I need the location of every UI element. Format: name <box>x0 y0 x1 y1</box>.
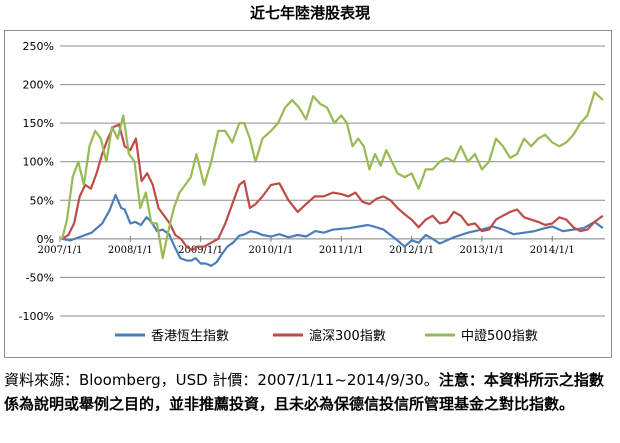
y-axis: 250% 200% 150% 100% 50% 0% -50% -100% <box>19 40 54 323</box>
x-tick-label: 2008/1/1 <box>108 245 153 256</box>
x-tick-label: 2014/1/1 <box>530 245 575 256</box>
x-tick-label: 2010/1/1 <box>249 245 294 256</box>
footnote-source: 資料來源：Bloomberg，USD 計價：2007/1/11~2014/9/3… <box>4 371 439 389</box>
y-tick-label: 100% <box>23 156 54 169</box>
gridlines <box>60 45 605 317</box>
footnote-disclaimer: 注意：本資料所示之指數係為說明或舉例之目的，並非推薦投資，且未必為保德信投信所管… <box>4 371 604 413</box>
x-tick-label: 2007/1/1 <box>38 245 83 256</box>
series-line-1 <box>61 123 604 252</box>
x-axis: 2007/1/1 2008/1/1 2009/1/1 2010/1/1 2011/1/1… <box>38 235 575 256</box>
chart-frame: 250% 200% 150% 100% 50% 0% -50% -100% 2007/1/1 2… <box>4 30 612 358</box>
legend-label-0: 香港恆生指數 <box>151 329 229 344</box>
chart-title: 近七年陸港股表現 <box>249 4 370 22</box>
y-tick-label: 0% <box>37 233 54 246</box>
y-tick-label: -100% <box>19 310 54 323</box>
line-chart: 250%200%150%100%50%0%-50%-100% 2007/1/1 2… <box>19 40 605 344</box>
series-line-2 <box>61 91 604 260</box>
x-tick-label: 2012/1/1 <box>389 245 434 256</box>
y-tick-label: 150% <box>23 117 54 130</box>
y-tick-label: 50% <box>30 194 54 207</box>
footnote: 資料來源：Bloomberg，USD 計價：2007/1/11~2014/9/3… <box>4 368 616 416</box>
y-tick-label: -50% <box>26 271 54 284</box>
legend: 香港恆生指數 滬深300指數 中證500指數 <box>115 328 538 344</box>
legend-label-2: 中證500指數 <box>461 328 538 344</box>
y-tick-label: 200% <box>23 79 54 92</box>
x-tick-label: 2011/1/1 <box>319 245 364 256</box>
x-tick-label: 2009/1/1 <box>178 245 223 256</box>
x-tick-label: 2013/1/1 <box>459 245 504 256</box>
legend-label-1: 滬深300指數 <box>309 328 386 344</box>
series-lines <box>61 91 604 267</box>
y-tick-label: 250% <box>23 40 54 53</box>
